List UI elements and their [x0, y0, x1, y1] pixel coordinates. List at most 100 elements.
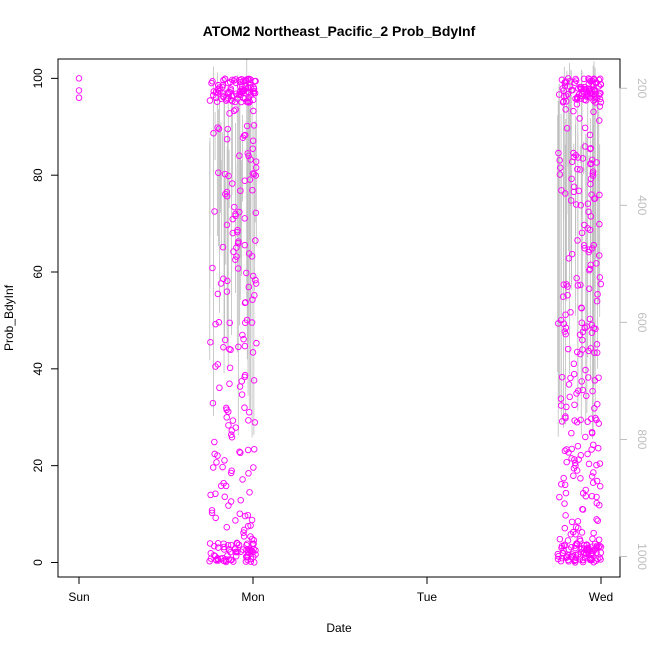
data-point	[244, 511, 252, 519]
data-point	[210, 129, 217, 137]
data-point	[247, 533, 254, 540]
data-point	[237, 88, 244, 95]
data-point	[251, 292, 258, 299]
data-point	[241, 177, 249, 184]
data-point	[568, 250, 576, 258]
data-point	[211, 438, 218, 446]
data-point	[570, 360, 578, 368]
data-point	[229, 417, 237, 424]
data-point	[226, 319, 233, 327]
data-point	[583, 545, 591, 553]
data-point	[569, 528, 577, 536]
data-point	[593, 516, 600, 523]
data-point	[240, 526, 248, 534]
data-point	[567, 374, 574, 382]
data-point	[210, 88, 218, 95]
data-point	[556, 535, 564, 543]
data-point	[578, 548, 585, 556]
data-point	[252, 237, 259, 244]
data-point	[232, 424, 240, 431]
data-point	[232, 210, 239, 218]
data-point	[579, 386, 587, 394]
data-point	[560, 281, 567, 288]
data-point	[596, 191, 603, 199]
data-point	[566, 83, 574, 90]
data-point	[225, 408, 232, 415]
y2-tick-label: 1000	[635, 543, 649, 570]
data-point	[226, 345, 233, 353]
data-point	[597, 98, 605, 106]
data-point	[240, 77, 247, 84]
data-point	[561, 328, 569, 335]
data-point	[589, 551, 596, 558]
data-point	[579, 556, 587, 564]
data-point	[571, 401, 578, 409]
data-point	[579, 336, 586, 344]
data-point	[595, 420, 603, 427]
data-point	[234, 265, 242, 272]
data-point	[582, 86, 590, 93]
data-point	[581, 143, 589, 150]
data-point	[556, 493, 563, 501]
data-point	[245, 549, 252, 556]
data-point	[221, 336, 229, 344]
data-point	[574, 154, 582, 161]
data-point	[574, 94, 581, 102]
data-point	[244, 556, 251, 564]
data-point	[579, 155, 587, 162]
data-point	[596, 460, 604, 467]
data-point	[585, 208, 592, 216]
data-point	[75, 94, 83, 101]
data-point	[250, 545, 257, 553]
data-point	[241, 512, 249, 520]
data-point	[589, 479, 597, 486]
data-point	[252, 280, 260, 287]
data-point	[564, 345, 572, 353]
data-point	[585, 75, 592, 82]
data-point	[223, 221, 231, 229]
data-point	[246, 489, 253, 496]
data-point	[220, 76, 227, 84]
data-point	[232, 256, 239, 263]
data-point	[597, 280, 605, 288]
data-point	[588, 446, 595, 453]
data-point	[247, 558, 255, 565]
data-point	[568, 543, 575, 551]
data-point	[229, 229, 237, 237]
data-point	[572, 557, 579, 564]
data-point	[235, 343, 242, 351]
data-point	[245, 409, 253, 416]
data-point	[234, 228, 241, 236]
data-point	[249, 145, 257, 152]
data-point	[588, 245, 596, 252]
data-point	[206, 540, 214, 547]
y2-tick-label: 800	[635, 429, 649, 449]
data-point	[237, 449, 244, 457]
data-point	[243, 316, 251, 324]
data-point	[580, 242, 588, 249]
data-point	[584, 225, 591, 232]
data-point	[586, 315, 594, 323]
data-point	[574, 237, 581, 244]
data-point	[241, 404, 248, 411]
data-point	[233, 539, 241, 547]
data-point	[589, 156, 596, 164]
data-point	[594, 401, 601, 408]
data-point	[220, 540, 227, 547]
data-point	[249, 96, 257, 104]
data-point	[253, 339, 260, 347]
data-point	[224, 277, 231, 285]
data-point	[228, 434, 236, 441]
data-point	[561, 447, 569, 455]
data-point	[75, 75, 83, 82]
data-point	[229, 180, 236, 187]
data-point	[590, 559, 597, 566]
data-point	[572, 462, 579, 469]
data-point	[558, 373, 566, 381]
chart-title: ATOM2 Northeast_Pacific_2 Prob_BdyInf	[203, 23, 476, 39]
data-point	[207, 338, 214, 346]
data-point	[562, 190, 569, 197]
data-point	[594, 517, 602, 524]
y-tick-label: 40	[31, 362, 45, 376]
